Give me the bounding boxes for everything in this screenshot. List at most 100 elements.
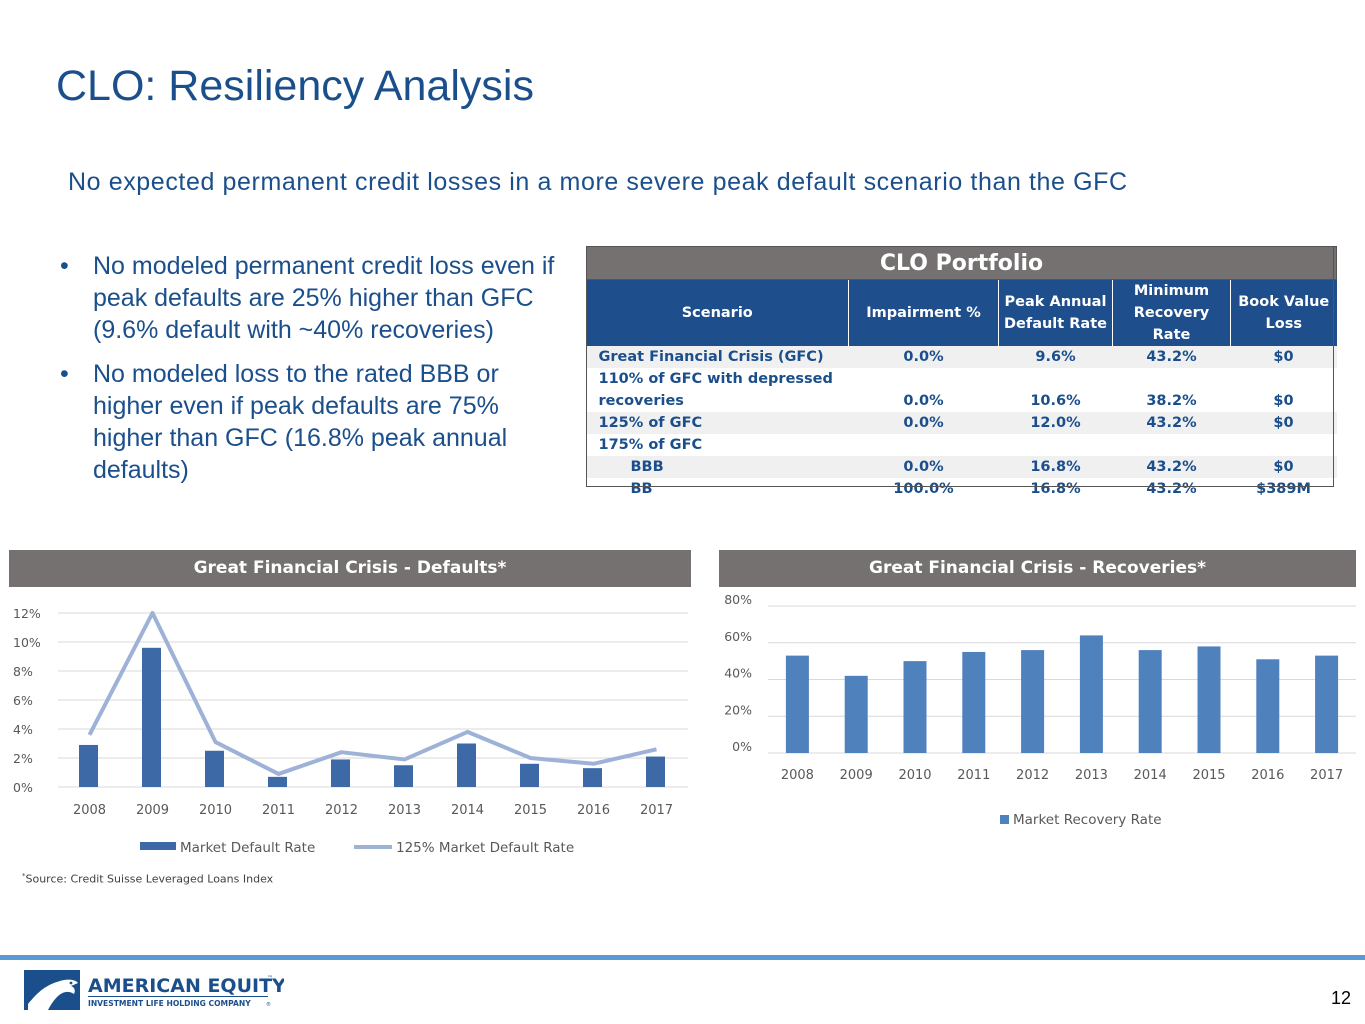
header-min-recovery: Minimum Recovery Rate <box>1112 279 1231 346</box>
x-tick-label: 2012 <box>325 803 358 818</box>
header-peak-default-line2: Default Rate <box>1004 316 1107 332</box>
x-tick-label: 2008 <box>73 803 106 818</box>
y-tick-label: 4% <box>13 722 33 737</box>
cell-loss: $0 <box>1273 393 1294 409</box>
bar-market-default-rate <box>520 763 539 787</box>
x-tick-label: 2016 <box>577 803 610 818</box>
table-title: CLO Portfolio <box>585 246 1338 280</box>
bar-market-recovery-rate <box>1021 650 1045 753</box>
cell-scenario: 175% of GFC <box>598 437 703 453</box>
x-tick-label: 2015 <box>514 803 547 818</box>
bar-market-default-rate <box>457 743 476 787</box>
cell-impairment: 0.0% <box>903 393 944 409</box>
header-peak-default-line1: Peak Annual <box>1004 294 1107 310</box>
cell-loss: $0 <box>1230 412 1337 434</box>
x-tick-label: 2010 <box>898 768 931 783</box>
y-tick-label: 20% <box>724 702 752 717</box>
x-tick-label: 2014 <box>451 803 484 818</box>
cell-recovery: 38.2% <box>1146 393 1197 409</box>
bar-market-default-rate <box>331 759 350 787</box>
bar-market-recovery-rate <box>1197 646 1221 753</box>
cell-scenario: BBB <box>586 456 849 478</box>
cell-default: 10.6% <box>1030 393 1081 409</box>
header-scenario: Scenario <box>586 279 849 346</box>
cell-recovery: 43.2% <box>1112 412 1231 434</box>
table-row: BB 100.0% 16.8% 43.2% $389M <box>587 478 1337 500</box>
page-number: 12 <box>1330 988 1351 1008</box>
cell-impairment: 0.0% <box>848 456 999 478</box>
logo-reg: ® <box>266 1001 271 1008</box>
x-tick-label: 2012 <box>1016 768 1049 783</box>
y-tick-label: 0% <box>13 780 33 795</box>
header-scenario-label: Scenario <box>681 305 753 321</box>
x-tick-label: 2013 <box>388 803 421 818</box>
bullet-list: No modeled permanent credit loss even if… <box>56 250 556 498</box>
cell-scenario: BB <box>630 481 653 497</box>
bar-market-default-rate <box>79 744 98 787</box>
table-row: recoveries 0.0% 10.6% 38.2% $0 <box>587 390 1337 412</box>
bar-market-default-rate <box>394 765 413 787</box>
x-tick-label: 2008 <box>781 768 814 783</box>
legend-label-125-market-default-rate: 125% Market Default Rate <box>396 840 574 856</box>
cell-loss: $0 <box>1230 346 1337 368</box>
header-peak-default: Peak Annual Default Rate <box>998 279 1113 346</box>
legend-label-market-recovery-rate: Market Recovery Rate <box>1013 812 1162 828</box>
cell-loss: $389M <box>1256 481 1311 497</box>
cell-scenario: 125% of GFC <box>586 412 849 434</box>
cell-impairment: 0.0% <box>848 346 999 368</box>
x-tick-label: 2009 <box>840 768 873 783</box>
header-book-loss-line2: Loss <box>1265 316 1302 332</box>
x-tick-label: 2010 <box>199 803 232 818</box>
table-row: 110% of GFC with depressed <box>587 368 1337 390</box>
y-tick-label: 10% <box>13 635 41 650</box>
table-header-row: Scenario Impairment % Peak Annual Default… <box>586 279 1337 346</box>
x-tick-label: 2009 <box>136 803 169 818</box>
bar-market-recovery-rate <box>844 675 868 753</box>
y-tick-label: 0% <box>732 739 752 754</box>
x-tick-label: 2011 <box>262 803 295 818</box>
bar-market-recovery-rate <box>962 651 986 753</box>
company-logo: AMERICAN EQUITY ™ INVESTMENT LIFE HOLDIN… <box>24 970 286 1019</box>
page-subtitle: No expected permanent credit losses in a… <box>68 168 1128 196</box>
source-mark: * <box>22 872 26 880</box>
cell-impairment: 100.0% <box>893 481 954 497</box>
legend-swatch-bar <box>140 842 176 850</box>
x-tick-label: 2014 <box>1134 768 1167 783</box>
defaults-chart: 0% 2% 4% 6% 8% 10% 12% 2008 2009 2010 2011 2012 2013… <box>13 606 688 856</box>
cell-loss: $0 <box>1230 456 1337 478</box>
eagle-logo-icon: AMERICAN EQUITY ™ INVESTMENT LIFE HOLDIN… <box>24 970 286 1010</box>
x-tick-label: 2015 <box>1192 768 1225 783</box>
cell-impairment: 0.0% <box>848 412 999 434</box>
x-tick-label: 2016 <box>1251 768 1284 783</box>
y-tick-label: 40% <box>724 666 752 681</box>
cell-default: 12.0% <box>998 412 1113 434</box>
header-impairment-label: Impairment % <box>866 305 981 321</box>
x-tick-label: 2011 <box>957 768 990 783</box>
legend-label-market-default-rate: Market Default Rate <box>180 840 315 856</box>
table-row: 175% of GFC <box>587 434 1337 456</box>
bar-market-default-rate <box>205 750 224 787</box>
legend-swatch-bar <box>1000 815 1009 824</box>
source-text: Source: Credit Suisse Leveraged Loans In… <box>25 872 274 886</box>
cell-scenario: Great Financial Crisis (GFC) <box>586 346 849 368</box>
bar-market-recovery-rate <box>1079 635 1103 753</box>
bar-market-default-rate <box>142 647 161 787</box>
bar-market-default-rate <box>583 768 602 787</box>
logo-line2: INVESTMENT LIFE HOLDING COMPANY <box>88 999 251 1008</box>
cell-recovery: 43.2% <box>1112 456 1231 478</box>
cell-recovery: 43.2% <box>1146 481 1197 497</box>
x-tick-label: 2017 <box>640 803 673 818</box>
x-tick-label: 2013 <box>1075 768 1108 783</box>
defaults-chart-title: Great Financial Crisis - Defaults* <box>9 550 691 587</box>
logo-tm: ™ <box>267 975 273 982</box>
line-125-market-default-rate <box>87 611 657 776</box>
bar-market-default-rate <box>646 756 665 787</box>
source-note: *Source: Credit Suisse Leveraged Loans I… <box>22 872 273 886</box>
recoveries-chart: 0% 20% 40% 60% 80% 2008 2009 2010 2011 2012 2013 20… <box>724 592 1356 828</box>
bullet-item: No modeled permanent credit loss even if… <box>56 250 556 346</box>
cell-default: 16.8% <box>1030 481 1081 497</box>
cell-scenario: recoveries <box>598 393 684 409</box>
y-tick-label: 6% <box>13 693 33 708</box>
recoveries-chart-title: Great Financial Crisis - Recoveries* <box>719 550 1356 587</box>
bar-market-recovery-rate <box>1256 659 1280 753</box>
